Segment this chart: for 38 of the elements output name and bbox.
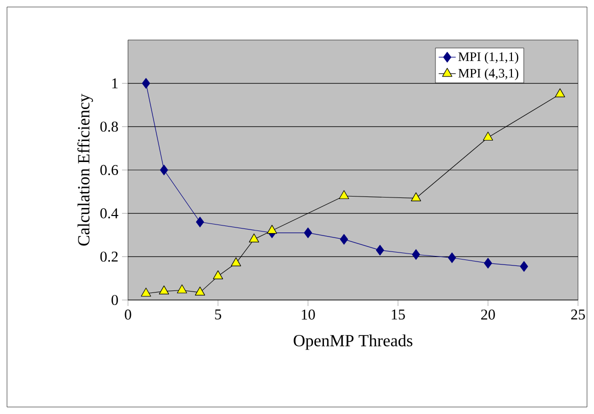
point [176, 284, 188, 294]
x-tick-label: 15 [392, 310, 405, 320]
x-axis-title: OpenMP Threads [294, 334, 412, 350]
x-tick-label: 20 [481, 310, 495, 320]
y-tick-label: 0.8 [100, 122, 118, 132]
y-tick-label: 0.6 [100, 164, 118, 176]
point [158, 286, 170, 294]
y-tick-label: 0.4 [100, 208, 118, 218]
point [448, 252, 456, 264]
point [230, 257, 242, 266]
x-tick-label: 10 [302, 310, 315, 320]
point [196, 216, 204, 228]
x-tick-label: 25 [571, 310, 585, 320]
point [410, 192, 422, 202]
point [520, 261, 528, 272]
point [338, 190, 350, 200]
point [340, 234, 348, 245]
point [412, 249, 420, 260]
point [212, 270, 224, 280]
point [142, 78, 150, 89]
point [482, 132, 494, 141]
y-tick-label: 1 [112, 78, 118, 88]
point [484, 258, 492, 268]
y-axis-title: Calculation Efficiency [77, 94, 93, 246]
point [304, 228, 312, 238]
legend-label: MPI (4,3,1) [458, 68, 518, 80]
y-tick-label: 0 [112, 294, 118, 306]
point [554, 88, 566, 98]
point [140, 288, 152, 297]
point [376, 244, 384, 256]
x-tick-label: 5 [215, 310, 222, 320]
point [194, 286, 206, 296]
legend-label: MPI (1,1,1) [458, 52, 518, 64]
point [160, 164, 168, 176]
point [248, 234, 260, 242]
x-tick-label: 0 [124, 310, 132, 320]
point [266, 224, 278, 234]
y-tick-label: 0.2 [100, 252, 118, 262]
